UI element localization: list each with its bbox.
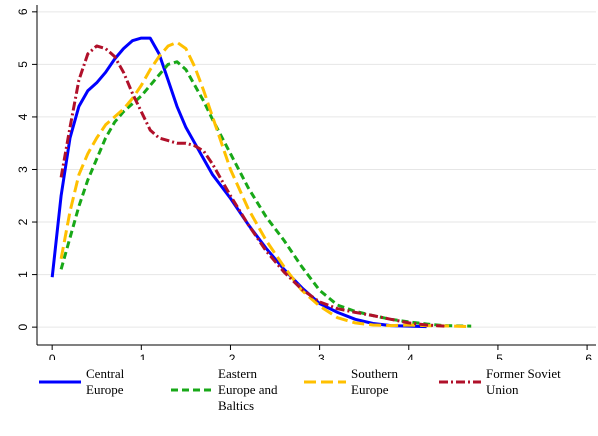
y-tick-label: 1 (16, 271, 30, 278)
series-line (59, 44, 445, 328)
legend-label: Southern Europe (351, 366, 398, 397)
x-tick-label: .6 (582, 352, 592, 360)
y-tick-label: 3 (16, 166, 30, 173)
series-line (59, 60, 472, 328)
y-tick-label: 5 (16, 61, 30, 68)
legend-swatch (39, 380, 81, 384)
y-tick-label: 4 (16, 113, 30, 120)
plot: 0 1 2 3 4 5 6 0 .1 .2 .3 .4 .5 .6 (16, 5, 596, 366)
x-tick-label: .1 (136, 352, 146, 360)
series-line (59, 40, 472, 329)
y-tick-label: 2 (16, 218, 30, 225)
legend-item: Eastern Europe and Baltics (170, 366, 296, 414)
y-tick-label: 6 (16, 8, 30, 15)
legend-swatch (171, 388, 213, 392)
legend-label: Eastern Europe and Baltics (218, 366, 278, 413)
legend-swatch (439, 380, 481, 384)
legend-label: Former Soviet Union (486, 366, 561, 397)
x-tick-label: .4 (404, 352, 414, 360)
x-tick-label: .2 (225, 352, 235, 360)
x-tick-label: 0 (49, 352, 56, 360)
legend-item: Central Europe (38, 366, 156, 398)
legend-item: Former Soviet Union (438, 366, 586, 398)
x-tick-label: .5 (493, 352, 503, 360)
legend-item: Southern Europe (303, 366, 423, 398)
series-line (50, 36, 427, 329)
legend-swatch (304, 380, 346, 384)
x-tick-label: .3 (315, 352, 325, 360)
y-tick-label: 0 (16, 323, 30, 330)
legend-label: Central Europe (86, 366, 125, 397)
